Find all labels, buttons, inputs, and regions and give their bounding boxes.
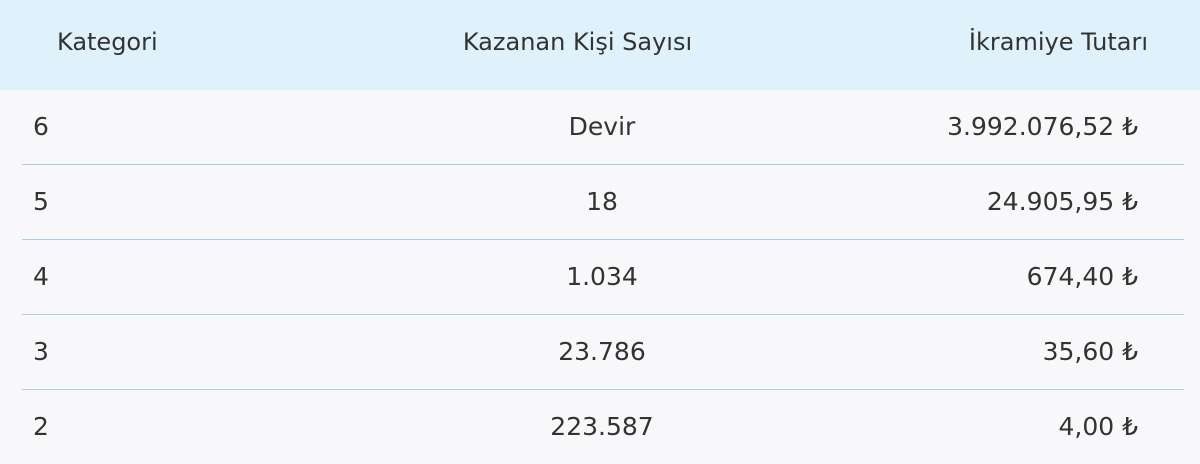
cell-kazanan: 223.587 [550, 412, 654, 441]
cell-kazanan: 23.786 [558, 337, 646, 366]
cell-ikramiye: 674,40 ₺ [1026, 262, 1138, 291]
table-row: 3 23.786 35,60 ₺ [22, 315, 1184, 390]
cell-kategori: 5 [33, 187, 49, 216]
cell-kategori: 6 [33, 112, 49, 141]
column-header-ikramiye: İkramiye Tutarı [968, 28, 1148, 56]
cell-kategori: 3 [33, 337, 49, 366]
cell-ikramiye: 4,00 ₺ [1058, 412, 1138, 441]
table-row: 5 18 24.905,95 ₺ [22, 165, 1184, 240]
cell-kazanan: 18 [586, 187, 618, 216]
column-header-kazanan: Kazanan Kişi Sayısı [462, 28, 693, 56]
cell-kategori: 4 [33, 262, 49, 291]
table-row: 6 Devir 3.992.076,52 ₺ [22, 90, 1184, 165]
cell-kategori: 2 [33, 412, 49, 441]
cell-kazanan: Devir [568, 112, 636, 141]
table-body: 6 Devir 3.992.076,52 ₺ 5 18 24.905,95 ₺ … [0, 90, 1200, 464]
cell-ikramiye: 35,60 ₺ [1042, 337, 1138, 366]
table-row: 4 1.034 674,40 ₺ [22, 240, 1184, 315]
column-header-kategori: Kategori [57, 28, 158, 56]
cell-ikramiye: 3.992.076,52 ₺ [947, 112, 1138, 141]
cell-kazanan: 1.034 [566, 262, 638, 291]
table-header: Kategori Kazanan Kişi Sayısı İkramiye Tu… [0, 0, 1200, 90]
cell-ikramiye: 24.905,95 ₺ [986, 187, 1138, 216]
table-row: 2 223.587 4,00 ₺ [22, 390, 1184, 464]
